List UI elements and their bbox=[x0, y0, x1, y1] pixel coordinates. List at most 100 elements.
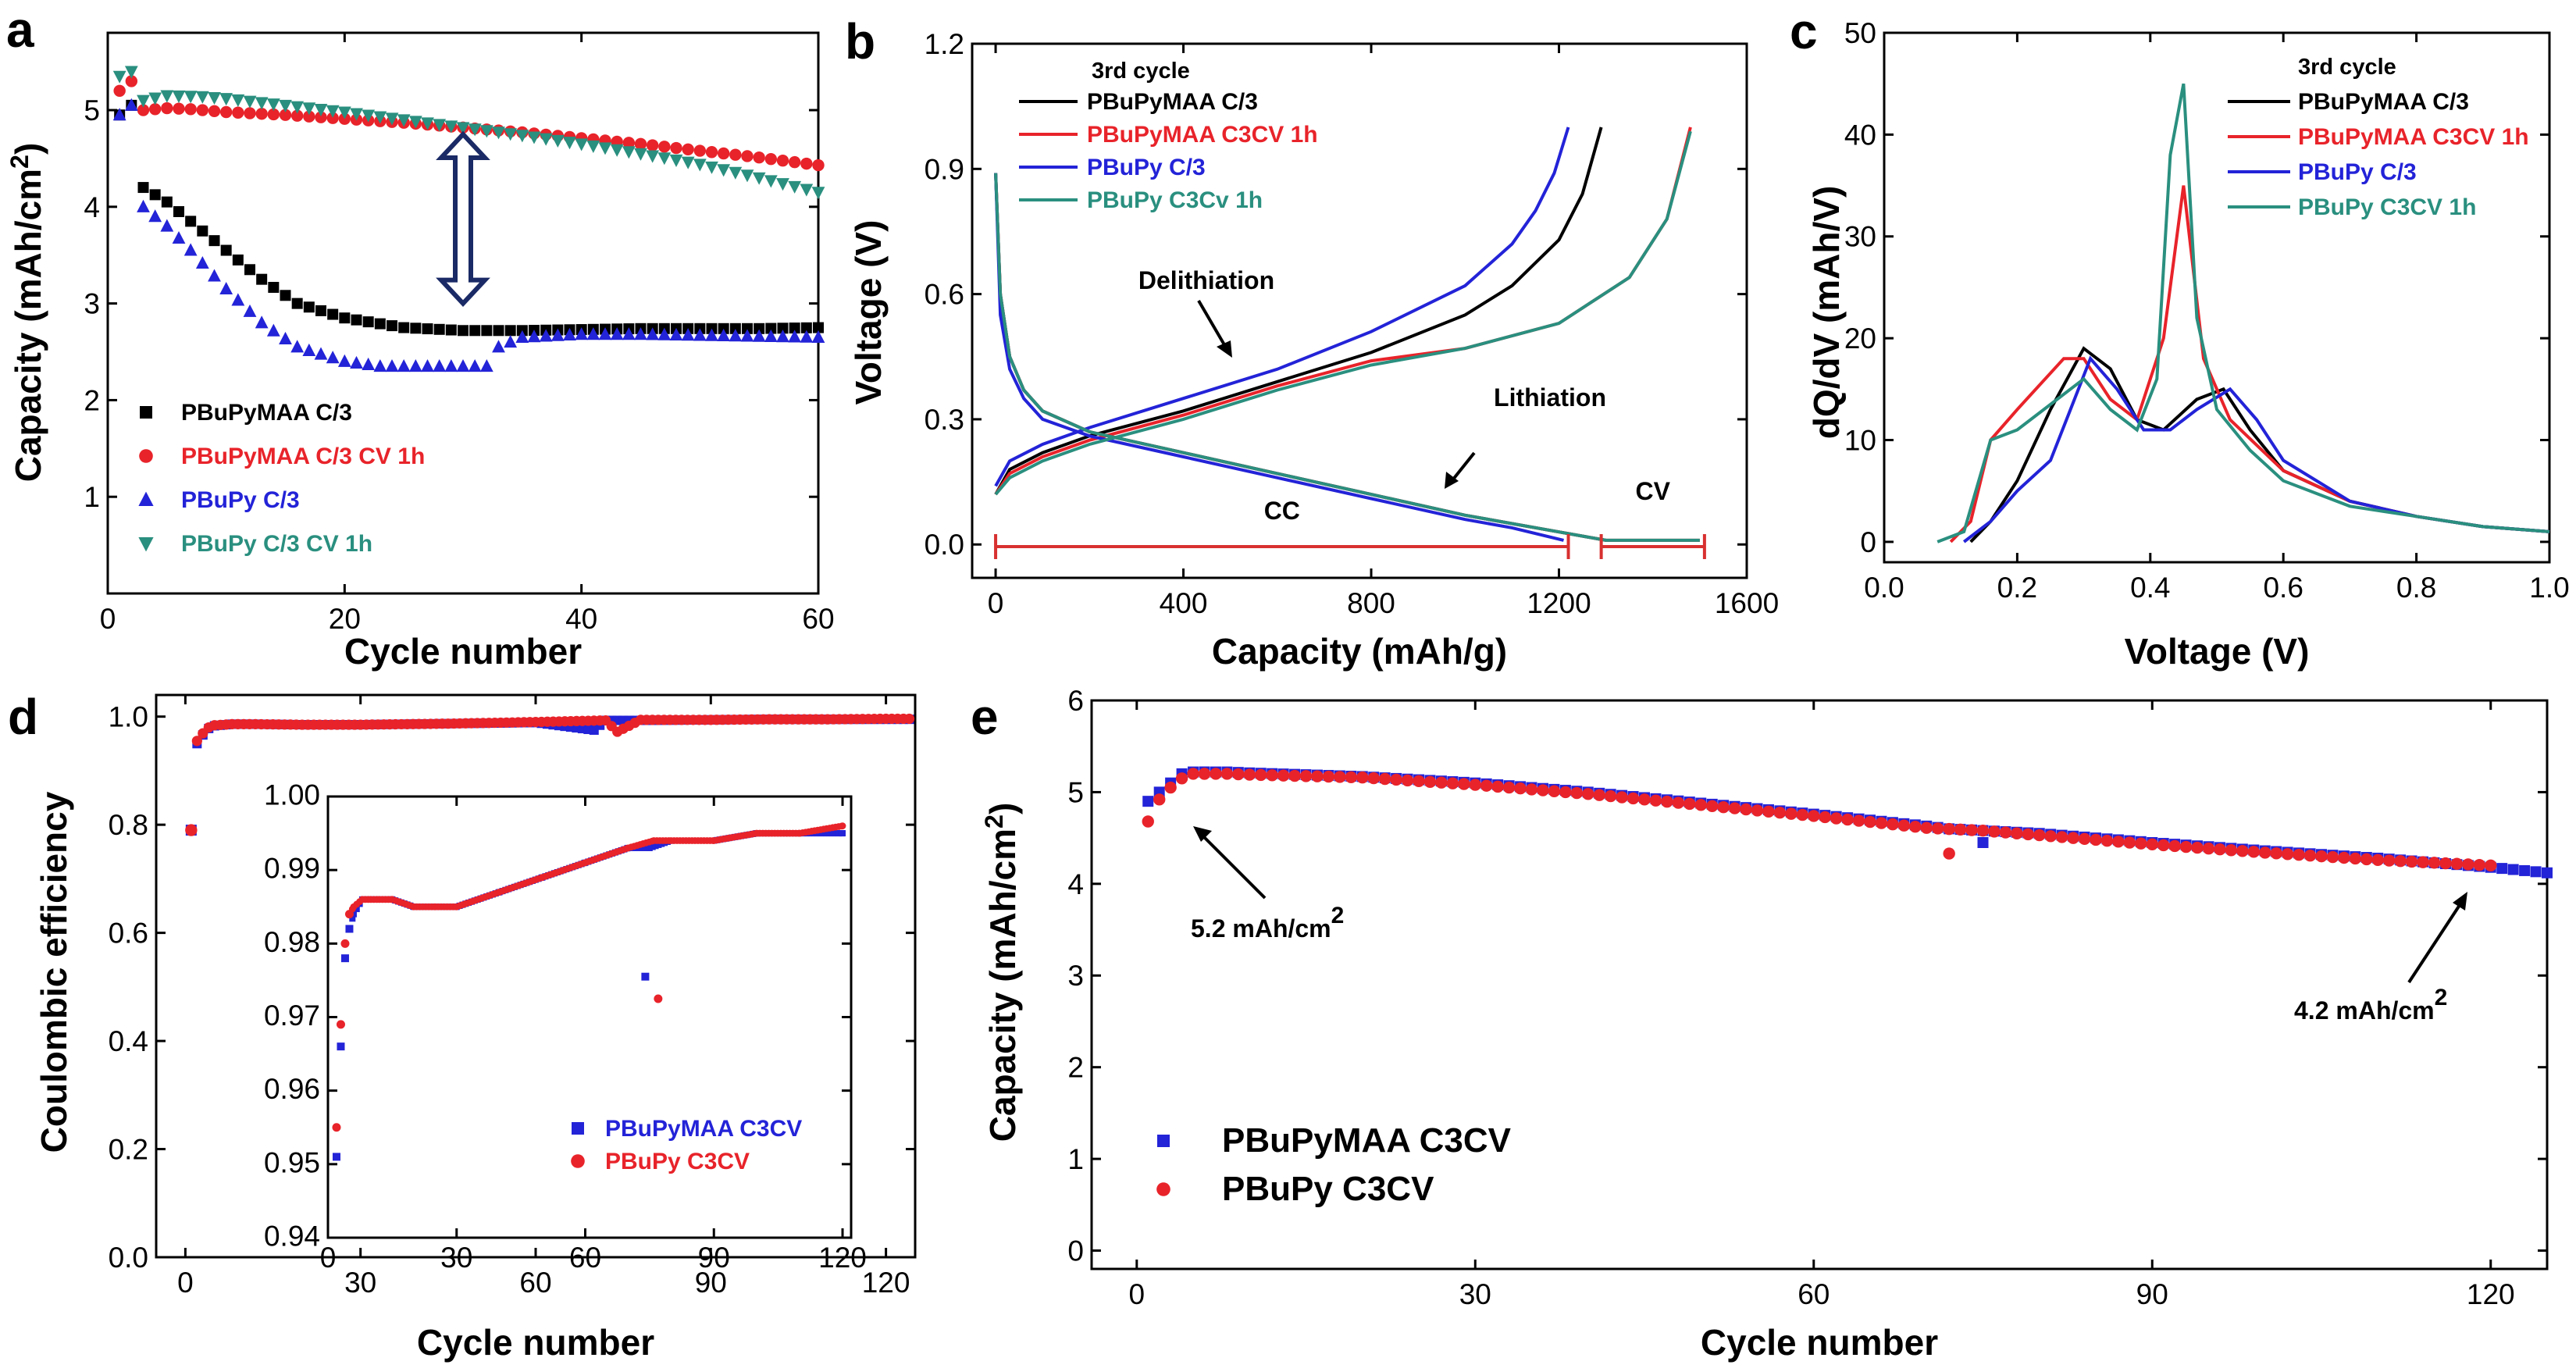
data-point bbox=[493, 325, 504, 337]
data-point bbox=[789, 323, 800, 334]
y-tick-label: 0.2 bbox=[109, 1133, 148, 1165]
data-point bbox=[124, 98, 138, 111]
data-point bbox=[332, 1123, 341, 1132]
data-point bbox=[1751, 804, 1764, 817]
data-point bbox=[184, 103, 197, 116]
panel-b: b 0 400 800 1200 1600 0.0 0.3 0.6 0.9 1.2 Capacity … bbox=[845, 13, 1779, 672]
data-point bbox=[444, 358, 458, 372]
data-point bbox=[1210, 768, 1222, 780]
panel-letter-b: b bbox=[845, 13, 875, 69]
data-point bbox=[2214, 843, 2226, 856]
data-point bbox=[657, 327, 672, 340]
data-point bbox=[303, 110, 315, 123]
y-tick-label: 5 bbox=[84, 94, 100, 127]
data-point bbox=[468, 358, 482, 372]
y-axis-title: Capacity (mAh/cm2) bbox=[5, 143, 48, 483]
axes-frame bbox=[1090, 699, 2549, 1270]
legend-marker bbox=[1156, 1182, 1170, 1196]
data-point bbox=[693, 328, 707, 341]
annotation-sup: 2 bbox=[1331, 903, 1345, 928]
data-point bbox=[2293, 849, 2305, 861]
x-axis-title: Cycle number bbox=[1701, 1322, 1938, 1363]
data-point bbox=[1954, 823, 1967, 836]
data-point bbox=[173, 102, 185, 115]
legend-label: PBuPyMAA C/3 CV 1h bbox=[181, 444, 425, 469]
data-point bbox=[1830, 812, 1843, 825]
data-point bbox=[1672, 796, 1685, 809]
data-point bbox=[669, 154, 683, 168]
y-tick-label: 0.6 bbox=[109, 918, 148, 950]
data-point bbox=[373, 111, 387, 124]
data-point bbox=[148, 92, 162, 105]
data-point bbox=[1649, 794, 1662, 807]
data-point bbox=[1943, 822, 1955, 836]
data-point bbox=[753, 151, 765, 164]
data-point bbox=[657, 152, 672, 166]
data-point bbox=[172, 230, 186, 244]
data-point bbox=[681, 156, 695, 169]
data-point bbox=[2123, 836, 2136, 849]
data-point bbox=[776, 330, 789, 343]
data-point bbox=[231, 94, 245, 108]
series-line bbox=[994, 173, 1700, 542]
data-point bbox=[2100, 834, 2114, 847]
data-point bbox=[302, 102, 316, 116]
panel-e: e 0 30 60 90 120 0 1 2 3 4 5 6 Cycle number Capacity (… bbox=[971, 685, 2553, 1363]
data-point bbox=[337, 354, 351, 367]
series-line bbox=[1936, 83, 2550, 543]
data-point bbox=[539, 329, 553, 342]
x-tick-label: 30 bbox=[1459, 1278, 1491, 1310]
series-line bbox=[994, 130, 1692, 496]
data-point bbox=[1413, 775, 1425, 788]
data-point bbox=[479, 125, 493, 138]
data-point bbox=[1356, 771, 1369, 784]
legend-marker bbox=[138, 537, 154, 552]
inset-series-1 bbox=[332, 822, 846, 1132]
data-point bbox=[173, 206, 184, 218]
y-tick-label: 0.8 bbox=[109, 809, 148, 841]
data-point bbox=[2530, 866, 2542, 878]
data-point bbox=[1604, 789, 1617, 803]
data-point bbox=[2338, 851, 2350, 864]
data-point bbox=[337, 1042, 345, 1051]
data-point bbox=[279, 109, 292, 121]
data-point bbox=[729, 166, 743, 180]
panel-letter-d: d bbox=[8, 689, 38, 745]
series-line bbox=[994, 127, 1570, 487]
data-point bbox=[1322, 770, 1335, 783]
data-point bbox=[1198, 768, 1211, 780]
data-point bbox=[1999, 826, 2012, 839]
data-point bbox=[681, 328, 695, 341]
data-point bbox=[479, 358, 493, 372]
data-point bbox=[1852, 814, 1865, 827]
data-point bbox=[598, 142, 612, 155]
data-point bbox=[232, 106, 244, 119]
data-point bbox=[137, 182, 149, 194]
data-point bbox=[2236, 845, 2249, 857]
data-point bbox=[398, 322, 410, 333]
y-tick-label: 0.96 bbox=[264, 1073, 320, 1105]
data-point bbox=[2326, 850, 2339, 864]
data-point bbox=[1491, 780, 1504, 793]
data-point bbox=[196, 104, 209, 116]
y-tick-label: 0.98 bbox=[264, 926, 320, 958]
arrowhead-icon bbox=[1445, 472, 1459, 489]
data-point bbox=[764, 152, 778, 166]
data-point bbox=[148, 209, 162, 223]
data-point bbox=[1164, 781, 1177, 794]
data-point bbox=[326, 105, 340, 118]
data-point bbox=[397, 358, 411, 372]
y-axis-title-sup: 2 bbox=[980, 814, 1008, 829]
y-tick-label: 6 bbox=[1067, 685, 1084, 717]
data-point bbox=[563, 137, 576, 150]
data-point bbox=[291, 298, 303, 309]
data-point bbox=[729, 323, 741, 334]
y-tick-label: 0.0 bbox=[109, 1242, 148, 1274]
series-line bbox=[994, 173, 1606, 542]
x-tick-label: 120 bbox=[818, 1242, 867, 1274]
data-point bbox=[504, 325, 516, 337]
data-point bbox=[1717, 800, 1730, 814]
y-tick-label: 5 bbox=[1067, 776, 1084, 808]
data-point bbox=[2090, 833, 2102, 846]
y-tick-label: 0.94 bbox=[264, 1221, 320, 1253]
